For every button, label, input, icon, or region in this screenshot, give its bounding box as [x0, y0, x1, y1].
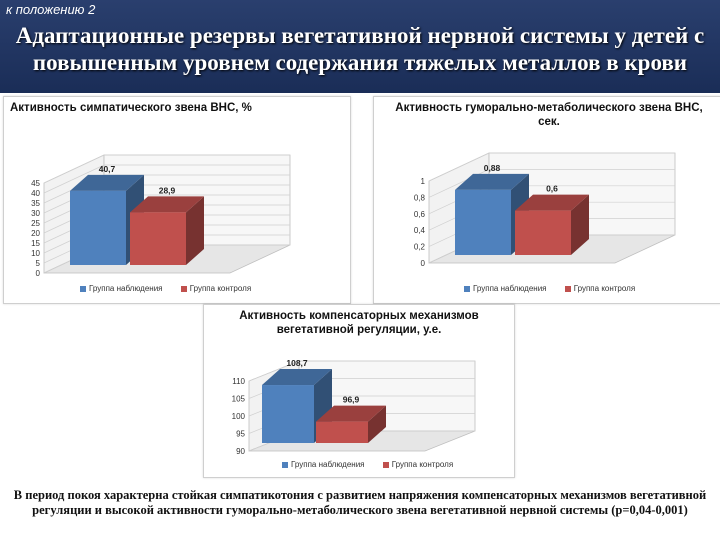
y-tick-label: 40 [31, 189, 40, 198]
bar-control [130, 212, 186, 265]
chart-canvas: 0 0,2 0,4 0,6 0,8 1 0,88 0,6 [414, 152, 676, 268]
y-tick-label: 35 [31, 199, 40, 208]
bar-observation [262, 385, 314, 443]
legend-swatch [382, 461, 389, 468]
legend-label: Группа наблюдения [89, 284, 163, 293]
y-tick-label: 0,8 [414, 193, 426, 202]
y-tick-label: 110 [232, 377, 245, 386]
legend-item-observation: Группа наблюдения [464, 284, 547, 293]
y-tick-label: 0,2 [414, 243, 426, 252]
chart-legend: Группа наблюдения Группа контроля [464, 284, 651, 293]
y-tick-label: 0,6 [414, 210, 426, 219]
bar-observation [455, 189, 511, 255]
chart-legend: Группа наблюдения Группа контроля [80, 284, 267, 293]
data-label: 28,9 [159, 185, 176, 195]
bar-side [571, 194, 589, 255]
bar-top [262, 369, 332, 386]
legend-item-control: Группа контроля [564, 284, 636, 293]
legend-swatch [80, 285, 86, 292]
data-label: 0,88 [484, 163, 501, 173]
y-tick-label: 20 [31, 229, 40, 238]
legend-swatch [180, 285, 187, 292]
chart-title: Активность гуморально-метаболического зв… [395, 102, 703, 128]
bar-top [455, 173, 529, 190]
gridline [428, 152, 675, 182]
gridline [248, 360, 475, 382]
legend-label: Группа наблюдения [473, 284, 547, 293]
chart-humoral: Активность гуморально-метаболического зв… [373, 96, 720, 304]
chart-canvas: 90 95 100 105 110 108,7 96,9 [232, 358, 476, 456]
legend-swatch [564, 285, 571, 292]
chart-sympathetic: Активность симпатического звена ВНС, % 0… [3, 96, 351, 304]
y-tick-label: 0 [421, 259, 426, 268]
legend-label: Группа наблюдения [291, 460, 365, 469]
chart-legend: Группа наблюдения Группа контроля [282, 460, 469, 469]
legend-swatch [282, 461, 288, 468]
legend-item-control: Группа контроля [382, 460, 454, 469]
legend-label: Группа контроля [189, 284, 252, 293]
y-tick-label: 25 [31, 219, 40, 228]
bar-top [130, 196, 204, 213]
bar-control [316, 421, 368, 443]
legend-item-control: Группа контроля [180, 284, 252, 293]
y-tick-label: 90 [236, 447, 245, 456]
y-tick-label: 30 [31, 209, 40, 218]
y-tick-label: 100 [232, 412, 246, 421]
y-tick-label: 95 [236, 430, 245, 439]
y-tick-label: 45 [31, 179, 40, 188]
y-tick-label: 0 [36, 269, 41, 278]
chart-compensatory: Активность компенсаторных механизмов вег… [203, 304, 515, 478]
y-tick-label: 105 [232, 395, 246, 404]
y-tick-label: 1 [421, 177, 426, 186]
gridline [43, 164, 290, 194]
legend-item-observation: Группа наблюдения [282, 460, 365, 469]
gridline [428, 169, 675, 198]
appendix-label: к положению 2 [6, 2, 96, 17]
chart-title: Активность симпатического звена ВНС, % [10, 102, 252, 114]
data-label: 96,9 [343, 395, 360, 405]
data-label: 108,7 [286, 358, 308, 368]
data-label: 0,6 [546, 184, 558, 194]
slide-header: к положению 2 Адаптационные резервы веге… [0, 0, 720, 93]
bar-top [316, 405, 386, 422]
legend-item-observation: Группа наблюдения [80, 284, 163, 293]
bar-side [186, 196, 204, 265]
y-tick-label: 0,4 [414, 226, 426, 235]
gridline [43, 154, 290, 184]
conclusion-text: В период покоя характерна стойкая симпат… [13, 488, 707, 517]
bar-side [368, 405, 386, 443]
bar-control [515, 210, 571, 255]
bar-top [70, 174, 144, 191]
chart-title: Активность компенсаторных механизмов вег… [239, 310, 479, 336]
slide-title: Адаптационные резервы вегетативной нервн… [15, 23, 705, 75]
legend-swatch [464, 285, 470, 292]
y-tick-label: 15 [31, 239, 40, 248]
legend-label: Группа контроля [573, 284, 636, 293]
legend-label: Группа контроля [391, 460, 454, 469]
bar-observation [70, 190, 126, 265]
y-tick-label: 5 [36, 259, 41, 268]
bar-top [515, 194, 589, 211]
data-label: 40,7 [99, 164, 116, 174]
y-tick-label: 10 [31, 249, 40, 258]
